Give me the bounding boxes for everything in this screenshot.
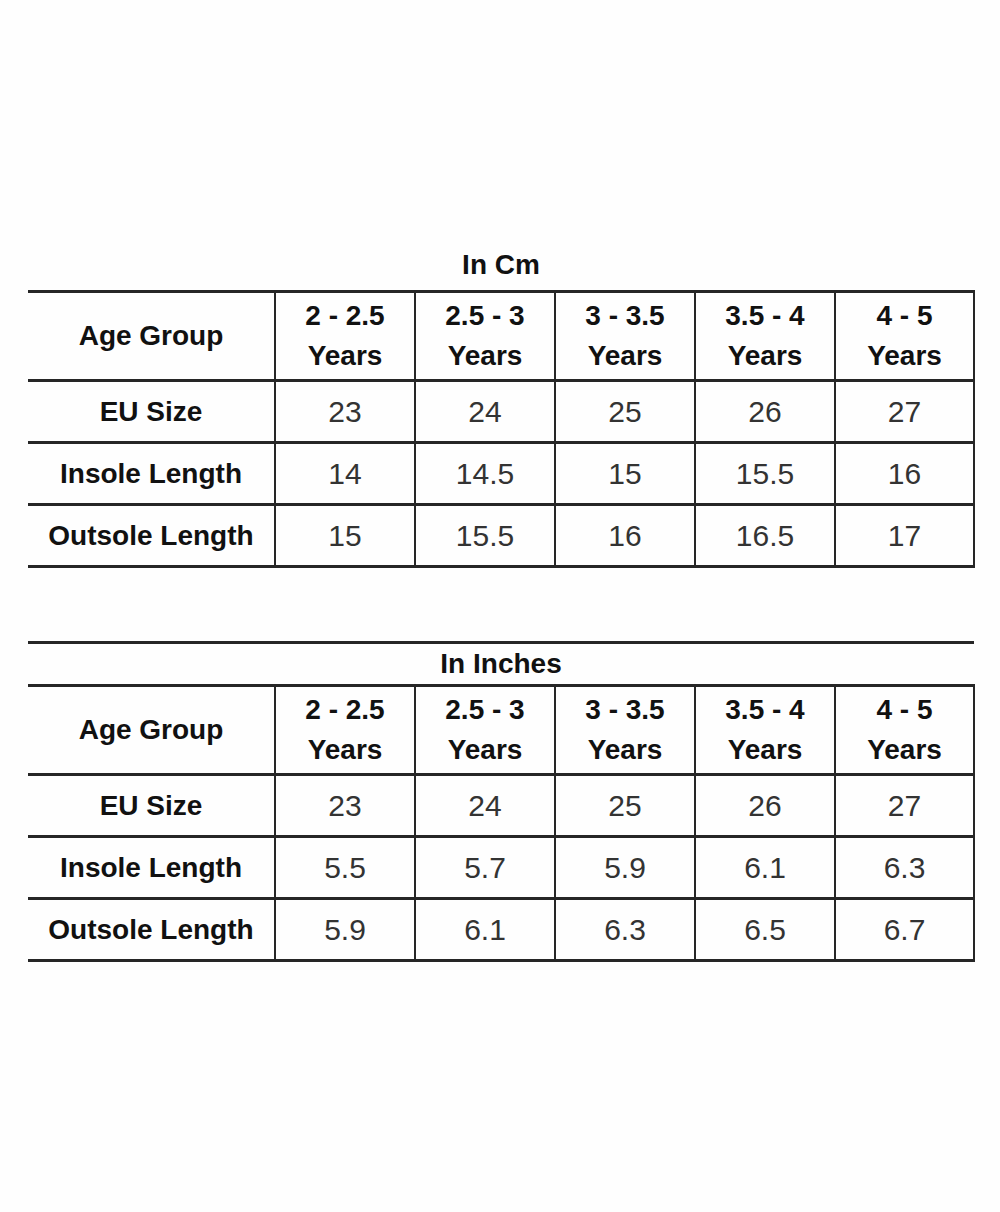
size-chart-sheet: In Cm Age Group 2 - 2.5 Years 2.5 - 3 Ye…	[0, 0, 1000, 1212]
cell-value: 16	[555, 505, 695, 567]
cell-value: 6.3	[835, 837, 974, 899]
cm-age-col-5: 4 - 5 Years	[835, 292, 974, 381]
row-label: EU Size	[28, 775, 275, 837]
cell-value: 23	[275, 381, 415, 443]
cm-outsole-row: Outsole Length 15 15.5 16 16.5 17	[28, 505, 974, 567]
inches-outsole-row: Outsole Length 5.9 6.1 6.3 6.5 6.7	[28, 899, 974, 961]
row-label: EU Size	[28, 381, 275, 443]
cell-value: 6.7	[835, 899, 974, 961]
cell-value: 17	[835, 505, 974, 567]
cell-value: 26	[695, 775, 835, 837]
inches-title-row: In Inches	[28, 643, 974, 686]
inches-age-col-2: 2.5 - 3 Years	[415, 686, 555, 775]
inches-eu-size-row: EU Size 23 24 25 26 27	[28, 775, 974, 837]
age-unit: Years	[416, 730, 554, 770]
cell-value: 15	[555, 443, 695, 505]
cm-age-group-header: Age Group	[28, 292, 275, 381]
age-unit: Years	[696, 730, 834, 770]
age-range: 2.5 - 3	[416, 296, 554, 336]
inches-insole-row: Insole Length 5.5 5.7 5.9 6.1 6.3	[28, 837, 974, 899]
cell-value: 16.5	[695, 505, 835, 567]
row-label: Insole Length	[28, 837, 275, 899]
age-range: 2 - 2.5	[276, 296, 414, 336]
cell-value: 5.9	[555, 837, 695, 899]
cell-value: 14.5	[415, 443, 555, 505]
inches-age-col-4: 3.5 - 4 Years	[695, 686, 835, 775]
cell-value: 5.5	[275, 837, 415, 899]
age-unit: Years	[276, 730, 414, 770]
cell-value: 25	[555, 381, 695, 443]
cell-value: 6.1	[695, 837, 835, 899]
cell-value: 27	[835, 381, 974, 443]
age-unit: Years	[276, 336, 414, 376]
cell-value: 24	[415, 775, 555, 837]
age-unit: Years	[696, 336, 834, 376]
age-range: 3.5 - 4	[696, 296, 834, 336]
cm-age-col-4: 3.5 - 4 Years	[695, 292, 835, 381]
cm-insole-row: Insole Length 14 14.5 15 15.5 16	[28, 443, 974, 505]
cell-value: 6.3	[555, 899, 695, 961]
cell-value: 14	[275, 443, 415, 505]
age-unit: Years	[556, 336, 694, 376]
inches-table-title: In Inches	[28, 643, 974, 686]
row-label: Insole Length	[28, 443, 275, 505]
cell-value: 15.5	[695, 443, 835, 505]
age-unit: Years	[836, 336, 973, 376]
cm-age-col-2: 2.5 - 3 Years	[415, 292, 555, 381]
inches-age-col-3: 3 - 3.5 Years	[555, 686, 695, 775]
age-unit: Years	[416, 336, 554, 376]
row-label: Outsole Length	[28, 899, 275, 961]
cell-value: 15	[275, 505, 415, 567]
cell-value: 6.5	[695, 899, 835, 961]
tables-wrap: In Cm Age Group 2 - 2.5 Years 2.5 - 3 Ye…	[28, 0, 974, 962]
cell-value: 5.9	[275, 899, 415, 961]
cell-value: 23	[275, 775, 415, 837]
inches-age-group-header: Age Group	[28, 686, 275, 775]
age-range: 3 - 3.5	[556, 296, 694, 336]
age-range: 4 - 5	[836, 690, 973, 730]
cell-value: 6.1	[415, 899, 555, 961]
cell-value: 26	[695, 381, 835, 443]
cell-value: 24	[415, 381, 555, 443]
cm-table-title: In Cm	[28, 246, 974, 290]
cell-value: 16	[835, 443, 974, 505]
inches-size-table: In Inches Age Group 2 - 2.5 Years 2.5 - …	[28, 641, 975, 962]
age-unit: Years	[836, 730, 973, 770]
cm-age-col-1: 2 - 2.5 Years	[275, 292, 415, 381]
age-range: 2 - 2.5	[276, 690, 414, 730]
age-range: 4 - 5	[836, 296, 973, 336]
age-range: 3.5 - 4	[696, 690, 834, 730]
cell-value: 5.7	[415, 837, 555, 899]
cm-size-table: Age Group 2 - 2.5 Years 2.5 - 3 Years 3 …	[28, 290, 975, 568]
cell-value: 25	[555, 775, 695, 837]
age-range: 2.5 - 3	[416, 690, 554, 730]
cm-header-row: Age Group 2 - 2.5 Years 2.5 - 3 Years 3 …	[28, 292, 974, 381]
cm-eu-size-row: EU Size 23 24 25 26 27	[28, 381, 974, 443]
inches-age-col-1: 2 - 2.5 Years	[275, 686, 415, 775]
inches-header-row: Age Group 2 - 2.5 Years 2.5 - 3 Years 3 …	[28, 686, 974, 775]
cm-age-col-3: 3 - 3.5 Years	[555, 292, 695, 381]
inches-age-col-5: 4 - 5 Years	[835, 686, 974, 775]
row-label: Outsole Length	[28, 505, 275, 567]
cell-value: 27	[835, 775, 974, 837]
cell-value: 15.5	[415, 505, 555, 567]
age-range: 3 - 3.5	[556, 690, 694, 730]
age-unit: Years	[556, 730, 694, 770]
